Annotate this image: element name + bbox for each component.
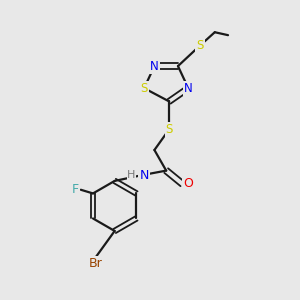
Text: S: S <box>140 82 148 95</box>
Text: O: O <box>183 177 193 190</box>
Text: H: H <box>127 170 136 180</box>
Text: N: N <box>140 169 149 182</box>
Text: Br: Br <box>89 257 102 270</box>
Text: S: S <box>166 123 173 136</box>
Text: S: S <box>196 39 204 52</box>
Text: F: F <box>72 183 79 196</box>
Text: N: N <box>150 60 159 73</box>
Text: N: N <box>184 82 193 95</box>
